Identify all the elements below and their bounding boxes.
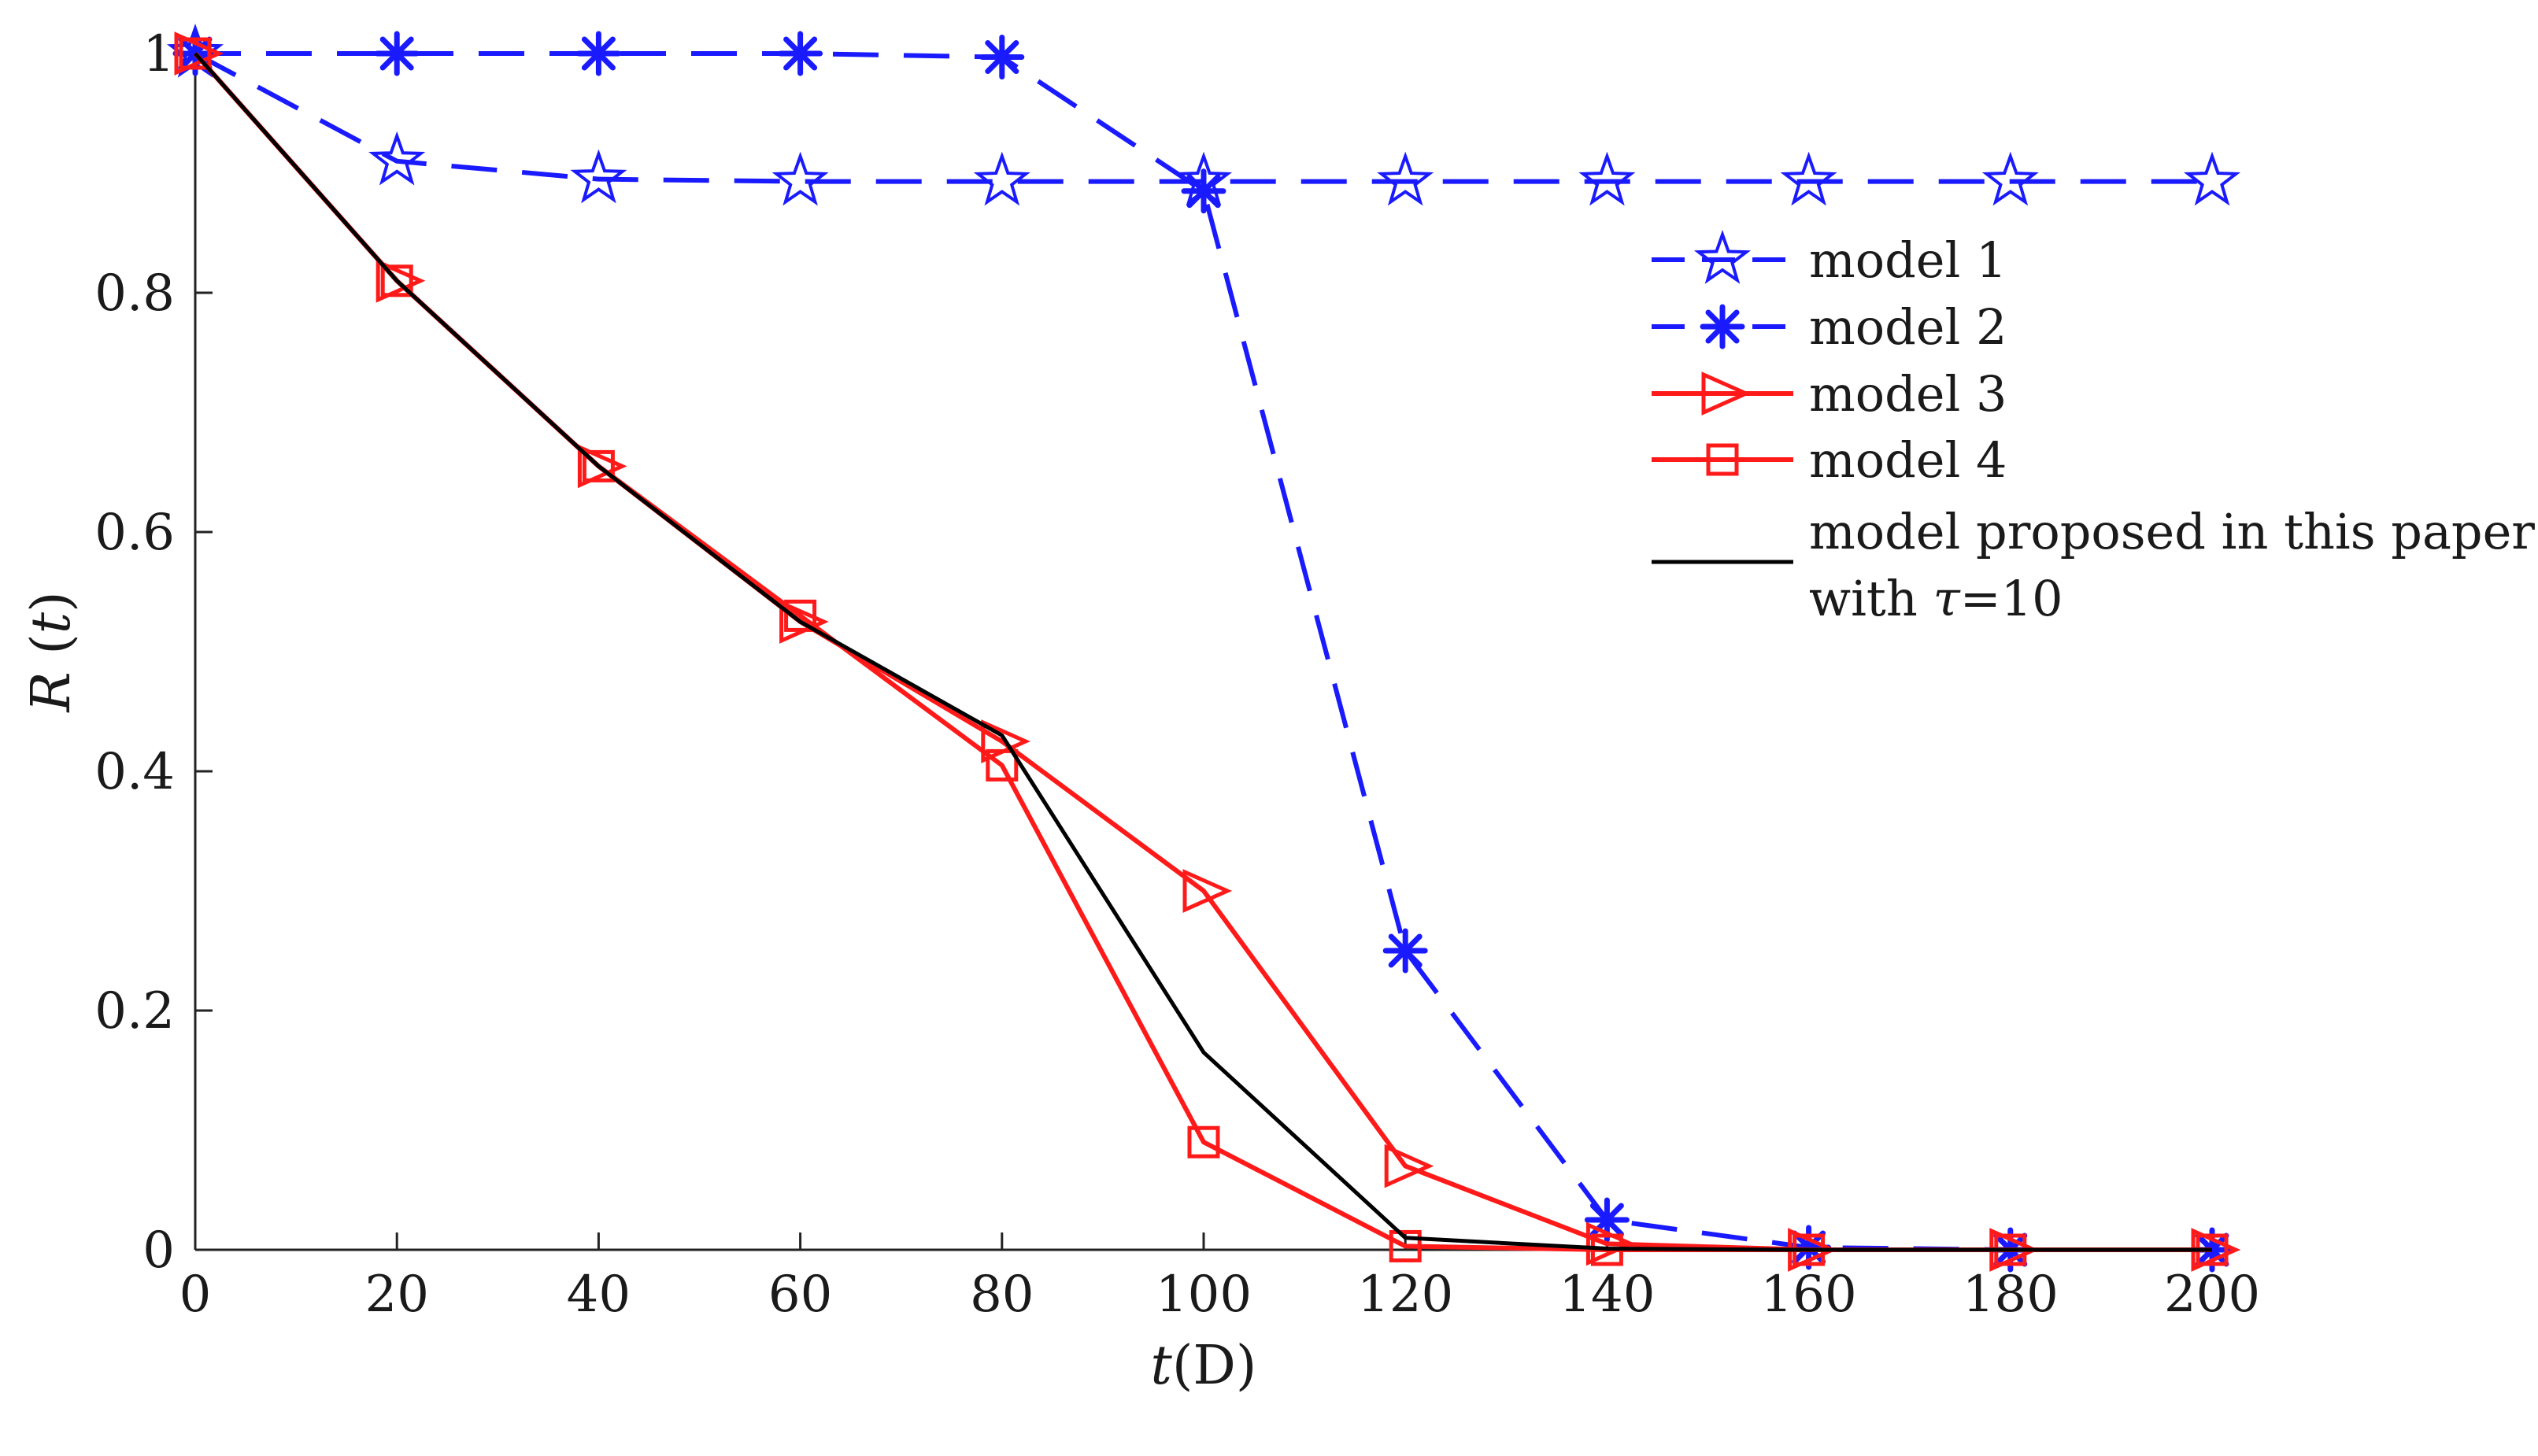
- legend-label: model 4: [1809, 431, 2007, 489]
- series-line: [194, 52, 2212, 1252]
- data-point: [1780, 151, 1837, 206]
- y-tick-label: 0: [142, 1221, 175, 1280]
- data-point: [570, 149, 627, 204]
- data-point: [973, 151, 1030, 206]
- legend-label: model 3: [1809, 365, 2007, 423]
- data-point: [1382, 928, 1428, 974]
- x-tick-label: 0: [179, 1266, 212, 1324]
- legend-label: model proposed in this paper: [1809, 503, 2535, 560]
- plot-area: [166, 23, 2241, 1273]
- data-point: [1181, 168, 1226, 214]
- y-tick-label: 0.4: [94, 743, 175, 801]
- legend-label: model 2: [1809, 298, 2007, 356]
- x-tick-label: 200: [2164, 1266, 2260, 1324]
- data-point: [1981, 151, 2039, 206]
- y-tick-label: 0.6: [94, 504, 175, 562]
- data-point: [1377, 151, 1434, 206]
- legend-marker: [1706, 443, 1739, 476]
- series-5: [194, 52, 2212, 1252]
- data-point: [1182, 869, 1233, 913]
- series-4: [179, 37, 2229, 1266]
- legend-marker: [1700, 304, 1745, 349]
- data-point: [368, 131, 426, 186]
- x-tick-label: 120: [1357, 1266, 1453, 1324]
- legend-label-line2: with τ=10: [1809, 570, 2063, 627]
- legend-item-1: model 1: [1652, 229, 2007, 289]
- x-tick-label: 20: [364, 1266, 428, 1324]
- data-point: [784, 599, 817, 632]
- data-point: [575, 31, 621, 76]
- data-point: [778, 31, 823, 76]
- x-tick-label: 100: [1156, 1266, 1252, 1324]
- y-axis-label: R (t): [20, 591, 83, 713]
- x-tick-label: 160: [1761, 1266, 1857, 1324]
- y-tick-label: 1: [142, 25, 175, 83]
- legend-item-5: model proposed in this paper with τ=10: [1652, 503, 2535, 627]
- legend-marker: [1693, 229, 1752, 284]
- data-point: [1384, 1144, 1434, 1188]
- x-tick-label: 40: [567, 1266, 631, 1324]
- y-tick-label: 0.2: [94, 982, 175, 1040]
- x-tick-label: 140: [1559, 1266, 1655, 1324]
- x-tick-label: 60: [768, 1266, 832, 1324]
- data-point: [979, 35, 1025, 80]
- data-point: [582, 449, 615, 482]
- series-3: [174, 31, 2241, 1272]
- legend-item-3: model 3: [1652, 365, 2007, 423]
- x-axis-label: t(D): [1151, 1335, 1257, 1397]
- series-line: [194, 51, 2212, 184]
- legend: model 1 model 2 model 3 model 4 model propos…: [1652, 229, 2535, 627]
- legend-item-4: model 4: [1652, 431, 2007, 489]
- axes: 0 20 40 60 80 100 120 140 160 180 200 0 0.2 0.4 0.6 0.8…: [20, 25, 2260, 1397]
- x-tick-label: 80: [970, 1266, 1034, 1324]
- data-point: [1187, 1125, 1220, 1159]
- data-point: [376, 258, 426, 303]
- data-point: [380, 264, 413, 297]
- data-point: [374, 31, 420, 76]
- legend-item-2: model 2: [1652, 298, 2007, 356]
- data-point: [1578, 151, 1636, 206]
- data-point: [1389, 1229, 1422, 1262]
- data-point: [179, 37, 212, 70]
- legend-label: model 1: [1809, 231, 2007, 289]
- legend-marker: [1701, 371, 1752, 416]
- data-point: [771, 151, 829, 206]
- series-2: [172, 31, 2235, 1273]
- data-point: [174, 31, 224, 76]
- data-point: [2183, 151, 2241, 206]
- data-point: [577, 444, 627, 489]
- y-tick-label: 0.8: [94, 264, 175, 323]
- x-tick-label: 180: [1963, 1266, 2059, 1324]
- data-point: [986, 748, 1019, 782]
